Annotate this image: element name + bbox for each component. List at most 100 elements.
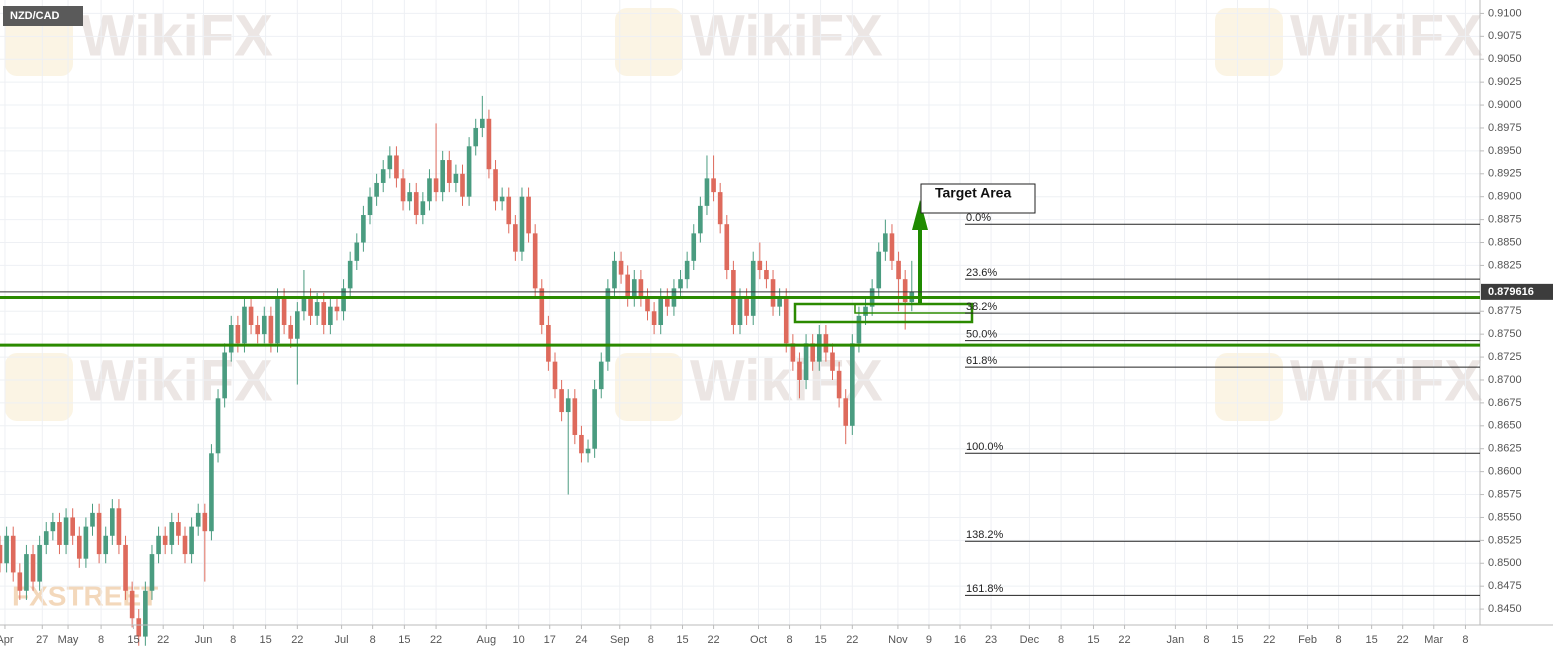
candle-body (506, 196, 512, 225)
candle-body (83, 526, 89, 559)
candle-body (123, 544, 128, 591)
candle-body (295, 311, 300, 339)
candle-body (347, 260, 353, 289)
candle-body (645, 297, 650, 312)
y-tick-label: 0.8875 (1488, 214, 1522, 226)
candle-body (328, 306, 333, 325)
fib-label: 38.2% (966, 301, 997, 313)
watermark-logo (1215, 8, 1283, 76)
x-tick-label: Sep (610, 634, 630, 646)
x-tick-label: 16 (954, 634, 966, 646)
watermark: FXSTREET (12, 580, 158, 611)
y-tick-label: 0.8675 (1488, 397, 1522, 409)
y-tick-label: 0.8825 (1488, 259, 1522, 271)
candle-body (169, 522, 175, 545)
candle-body (202, 512, 208, 532)
candle-body (711, 178, 716, 193)
fib-label: 0.0% (966, 212, 991, 224)
fib-label: 50.0% (966, 328, 997, 340)
candle-body (539, 288, 545, 325)
watermark-logo (615, 8, 683, 76)
candle-body (665, 297, 670, 307)
x-tick-label: Feb (1298, 634, 1317, 646)
candle-body (30, 554, 36, 582)
candle-body (513, 224, 518, 252)
x-tick-label: Aug (476, 634, 496, 646)
candle-body (519, 196, 525, 252)
x-tick-label: 8 (230, 634, 236, 646)
x-tick-label: 24 (575, 634, 587, 646)
candle-body (374, 182, 379, 197)
zone-box (854, 303, 973, 314)
candle-body (427, 178, 432, 202)
x-tick-label: 22 (291, 634, 303, 646)
candle-body (493, 169, 498, 202)
x-tick-label: 8 (648, 634, 654, 646)
x-tick-label: 9 (926, 634, 932, 646)
candle-body (400, 178, 406, 202)
y-tick-label: 0.8975 (1488, 122, 1522, 134)
candle-body (189, 526, 194, 555)
candle-body (843, 398, 849, 426)
candle-body (757, 260, 763, 271)
candle-body (255, 324, 260, 335)
x-tick-label: 22 (1263, 634, 1275, 646)
candle-body (744, 297, 749, 316)
last-price-box (1481, 283, 1553, 300)
y-tick-label: 0.8450 (1488, 603, 1522, 615)
watermark-logo (1215, 353, 1283, 421)
y-tick-label: 0.8725 (1488, 351, 1522, 363)
candle-body (698, 205, 703, 234)
x-tick-label: 8 (98, 634, 104, 646)
candle-body (579, 434, 584, 454)
candle-body (136, 618, 142, 637)
x-tick-label: 15 (676, 634, 688, 646)
candle-body (110, 508, 115, 536)
x-tick-label: Jun (195, 634, 213, 646)
candle-body (275, 297, 280, 344)
y-tick-label: 0.8600 (1488, 466, 1522, 478)
candle-body (460, 173, 465, 197)
symbol: NZD/CAD (10, 10, 60, 22)
candle-body (777, 297, 782, 307)
x-tick-label: 27 (36, 634, 48, 646)
y-tick-label: 0.8750 (1488, 328, 1522, 340)
candle-body (43, 531, 49, 545)
annotation: Target Area (935, 185, 1011, 201)
x-tick-label: Jul (335, 634, 349, 646)
y-tick-label: 0.9050 (1488, 53, 1522, 65)
candle-body (242, 306, 247, 344)
fib-label: 161.8% (966, 583, 1004, 595)
watermark: WikiFX (80, 348, 273, 413)
candle-body (678, 279, 683, 289)
candle-body (453, 173, 459, 183)
y-tick-label: 0.9075 (1488, 30, 1522, 42)
candle-body (149, 554, 155, 591)
candle-body (248, 306, 254, 325)
fib-label: 138.2% (966, 529, 1004, 541)
candle-body (691, 233, 697, 261)
candle-body (433, 178, 439, 193)
candle-body (856, 315, 862, 344)
candle-body (143, 590, 148, 637)
candle-body (341, 288, 346, 312)
candle-body (631, 279, 637, 298)
candle-body (625, 274, 630, 298)
candle-body (532, 233, 538, 289)
candle-body (876, 251, 882, 289)
candle-body (823, 334, 829, 353)
candle-body (156, 535, 161, 555)
candle-body (770, 279, 776, 307)
candle-body (261, 315, 267, 335)
y-tick-label: 0.9000 (1488, 99, 1522, 111)
candle-body (162, 535, 168, 545)
candle-body (572, 398, 578, 435)
candle-body (70, 517, 75, 536)
candle-body (63, 517, 69, 545)
y-tick-label: 0.8900 (1488, 191, 1522, 203)
candle-body (480, 118, 485, 128)
candle-body (96, 512, 102, 555)
x-tick-label: Jan (1167, 634, 1185, 646)
fib-label: 100.0% (966, 441, 1004, 453)
candle-body (559, 389, 564, 413)
